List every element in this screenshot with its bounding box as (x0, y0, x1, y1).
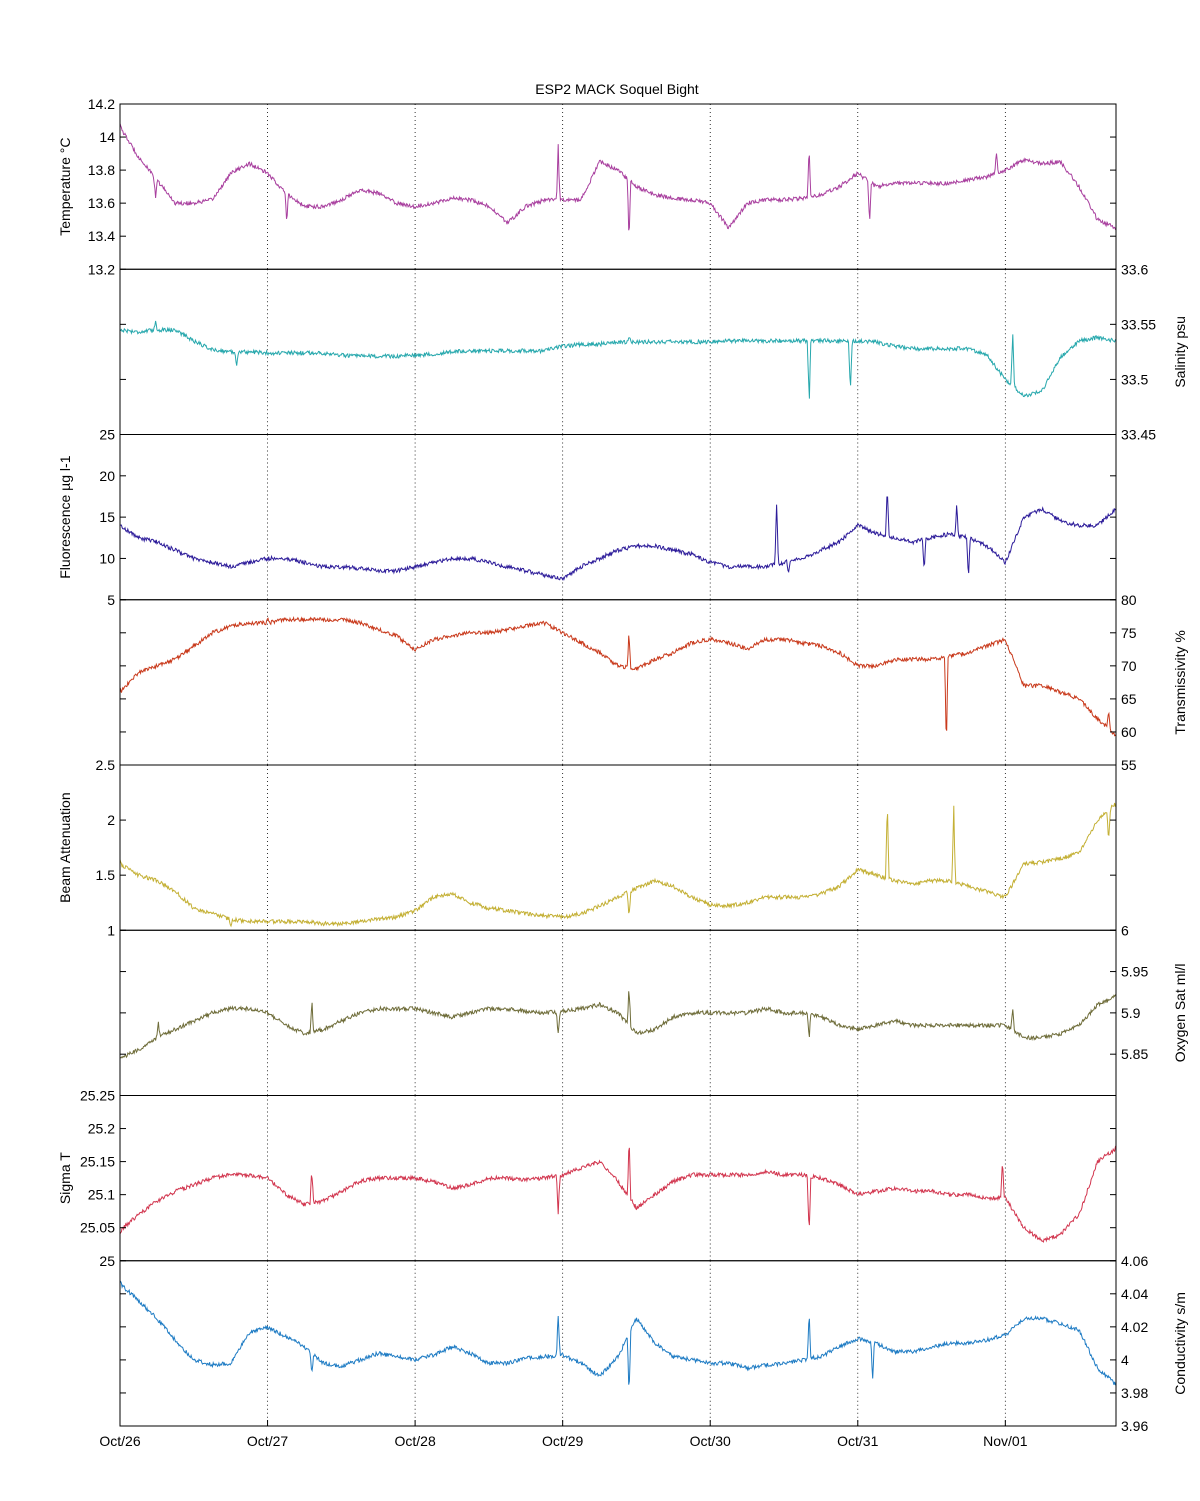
x-axis: Oct/26 Oct/27 Oct/28 Oct/29 Oct/30 Oct/31 Nov/… (99, 1420, 1028, 1449)
y-tick-label: 13.6 (88, 195, 115, 211)
series-fluorescence (120, 496, 1117, 582)
y-tick-label: 80 (1121, 592, 1137, 608)
series-beam_attenuation (119, 802, 1117, 928)
y-tick-label: 14 (99, 129, 115, 145)
x-tick-label: Oct/28 (394, 1433, 435, 1449)
y-tick-label: 5.95 (1121, 964, 1148, 980)
series-oxygen_sat (119, 991, 1117, 1059)
panel-frame (119, 268, 1117, 435)
y-tick-label: 4.06 (1121, 1253, 1148, 1269)
panel-frame (119, 1260, 1117, 1427)
y-tick-label: 25 (99, 427, 115, 443)
panel-sigma_t: 25 25.05 25.1 25.15 25.2 25.25 Sigma T (57, 1088, 1117, 1269)
series-salinity (119, 320, 1117, 399)
y-tick-label: 5.85 (1121, 1046, 1148, 1062)
y-tick-label: 25.05 (80, 1220, 115, 1236)
panel-salinity: 33.45 33.5 33.55 33.6 Salinity psu (119, 261, 1188, 443)
y-tick-label: 55 (1121, 757, 1137, 773)
panel-frame (119, 434, 1117, 601)
y-tick-label: 14.2 (88, 96, 115, 112)
panel-beam_attenuation: 1 1.5 2 2.5 Beam Attenuation (57, 757, 1117, 938)
y-tick-label: 5.9 (1121, 1005, 1141, 1021)
panel-frame (119, 103, 1117, 270)
series-sigma_t (119, 1145, 1117, 1243)
panel-frame (119, 764, 1117, 931)
y-tick-label: 25.2 (88, 1121, 115, 1137)
series-transmissivity (119, 615, 1117, 737)
panel-temperature: 13.4 13.6 13.8 14 14.2 13.2 Temperature °C (57, 96, 1117, 277)
y-tick-label: 25 (99, 1253, 115, 1269)
y-tick-label: 3.98 (1121, 1385, 1148, 1401)
panel-fluorescence: 5 10 15 20 25 Fluorescence µg l-1 (57, 427, 1117, 608)
panel-conductivity: 3.96 3.98 4 4.02 4.04 4.06 Conductivity s/m (119, 1253, 1188, 1434)
x-tick-label: Oct/31 (837, 1433, 878, 1449)
x-tick-label: Nov/01 (983, 1433, 1028, 1449)
y-tick-label: 13.4 (88, 228, 115, 244)
y-tick-label: 4.02 (1121, 1319, 1148, 1335)
y-tick-label: 13.2 (88, 261, 115, 277)
y-tick-label: 4.04 (1121, 1286, 1148, 1302)
y-tick-label: 25.25 (80, 1088, 115, 1104)
panel-frame (119, 1095, 1117, 1262)
y-tick-label: 2.5 (96, 757, 116, 773)
y-tick-label: 33.5 (1121, 371, 1148, 387)
y-axis-label: Sigma T (57, 1152, 73, 1204)
y-axis-label: Temperature °C (57, 138, 73, 236)
y-tick-label: 13.8 (88, 162, 115, 178)
y-tick-label: 75 (1121, 625, 1137, 641)
y-tick-label: 33.45 (1121, 427, 1156, 443)
panel-oxygen_sat: 5.85 5.9 5.95 6 Oxygen Sat ml/l (119, 922, 1188, 1096)
y-tick-label: 6 (1121, 922, 1129, 938)
y-axis-label: Salinity psu (1172, 316, 1188, 388)
y-axis-label: Beam Attenuation (57, 792, 73, 903)
y-axis-label: Conductivity s/m (1172, 1292, 1188, 1395)
x-tick-label: Oct/26 (99, 1433, 140, 1449)
chart-title: ESP2 MACK Soquel Bight (535, 81, 699, 97)
y-tick-label: 25.1 (88, 1187, 115, 1203)
y-axis-label: Fluorescence µg l-1 (57, 455, 73, 578)
y-tick-label: 4 (1121, 1352, 1129, 1368)
y-tick-label: 1.5 (96, 867, 116, 883)
y-tick-label: 1 (107, 922, 115, 938)
y-axis-label: Transmissivity % (1172, 630, 1188, 735)
panel-transmissivity: 55 60 65 70 75 80 Transmissivity % (119, 592, 1188, 773)
y-tick-label: 70 (1121, 658, 1137, 674)
series-temperature (119, 123, 1117, 231)
y-tick-label: 5 (107, 592, 115, 608)
x-tick-label: Oct/27 (247, 1433, 288, 1449)
x-tick-label: Oct/30 (690, 1433, 731, 1449)
y-tick-label: 2 (107, 812, 115, 828)
y-tick-label: 10 (99, 550, 115, 566)
y-tick-label: 15 (99, 509, 115, 525)
y-tick-label: 33.55 (1121, 316, 1156, 332)
y-tick-label: 65 (1121, 691, 1137, 707)
y-axis-label: Oxygen Sat ml/l (1172, 963, 1188, 1062)
series-conductivity (119, 1280, 1117, 1386)
y-tick-label: 3.96 (1121, 1418, 1148, 1434)
y-tick-label: 20 (99, 468, 115, 484)
y-tick-label: 25.15 (80, 1154, 115, 1170)
y-tick-label: 60 (1121, 724, 1137, 740)
y-tick-label: 33.6 (1121, 261, 1148, 277)
panel-frame (119, 599, 1117, 766)
x-tick-label: Oct/29 (542, 1433, 583, 1449)
